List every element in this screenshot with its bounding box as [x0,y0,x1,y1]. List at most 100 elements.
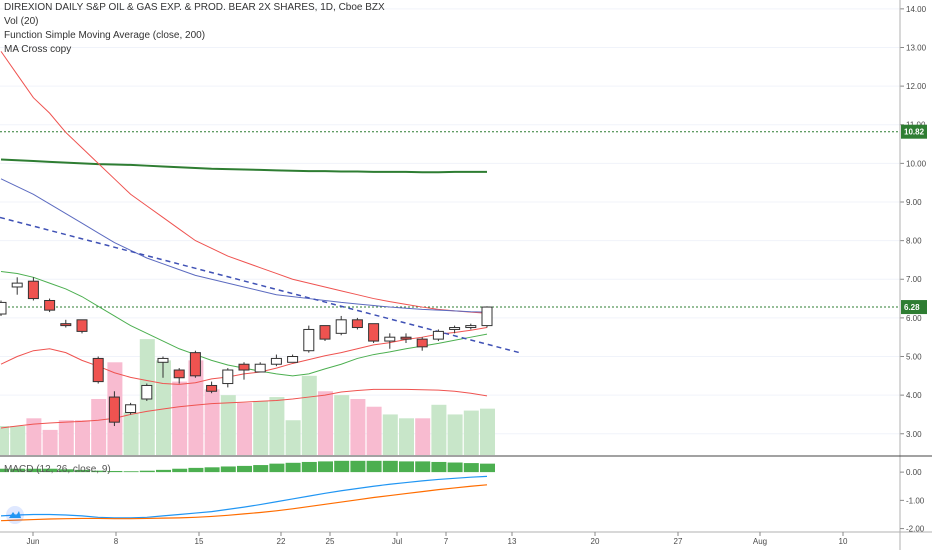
macd-histogram-bar [10,468,26,473]
time-tick-label: 8 [114,537,119,546]
candle-body [60,323,72,327]
volume-bar [123,412,139,455]
price-tick-label: 9.00 [906,198,922,207]
volume-bar [91,398,107,455]
macd-histogram-bar [26,468,42,473]
macd-histogram-bar [415,461,431,473]
price-level-badge [901,124,927,139]
macd-histogram-bar [123,471,139,473]
volume-bar [10,426,26,455]
macd-histogram-bar [334,460,350,473]
time-tick-label: 15 [195,537,204,546]
candle-body [335,319,347,334]
vol-indicator-label[interactable]: Vol (20) [4,16,39,27]
ma-cross-indicator-label[interactable]: MA Cross copy [4,44,72,55]
price-tick-label: 5.00 [906,353,922,362]
chart-legend: DIREXION DAILY S&P OIL & GAS EXP. & PROD… [4,1,385,57]
volume-bar [301,375,317,455]
candle-body [125,404,137,414]
macd-pane [0,460,495,522]
price-tick-label: 6.00 [906,314,922,323]
time-tick-label: 20 [591,537,600,546]
price-tick-label: 7.00 [906,275,922,284]
macd-histogram-bar [301,461,317,473]
candle-body [92,357,104,383]
price-level-badge [901,300,927,315]
candle-body [432,330,444,340]
tradingview-logo-icon[interactable] [6,506,24,524]
macd-histogram-bar [480,463,495,473]
time-tick-label: 10 [839,537,848,546]
volume-bar [415,418,431,455]
volume-bar [58,420,74,455]
candle-body [76,319,88,332]
volume-bar [42,429,58,455]
candle-body [303,328,315,352]
macd-histogram-bar [350,460,366,473]
macd-histogram-bar [156,469,171,473]
time-axis: Jun 8 15 22 25 Jul 7 13 20 27 Aug 10 [27,532,848,546]
macd-histogram-bar [220,466,236,473]
macd-line [0,475,488,519]
volume-bars [0,339,495,455]
macd-histogram-bar [447,462,463,473]
candle-body [319,325,331,340]
volume-bar [447,414,463,455]
candle-body [351,319,363,329]
time-tick-label: Jul [392,537,402,546]
macd-histogram-bar [285,462,301,473]
macd-histogram-bar [399,461,414,473]
macd-histogram-bar [139,470,155,473]
grid [0,8,900,435]
indicator-lines [0,51,900,429]
sma200-line [0,158,487,174]
time-tick-label: 22 [277,537,286,546]
candle-body [108,396,120,423]
price-tick-label: 14.00 [906,5,927,14]
macd-histogram-bar [75,469,90,473]
candle-body [384,336,396,342]
time-tick-label: 27 [674,537,683,546]
volume-bar [204,389,220,455]
symbol-title[interactable]: DIREXION DAILY S&P OIL & GAS EXP. & PROD… [4,2,385,13]
candle-body [0,301,7,315]
volume-bar [172,381,188,455]
macd-tick-label: -2.00 [906,525,925,534]
sma-indicator-label[interactable]: Function Simple Moving Average (close, 2… [4,30,206,41]
price-tick-label: 3.00 [906,430,922,439]
volume-bar [350,398,366,455]
volume-bar [480,408,495,455]
volume-bar [188,360,204,455]
macd-histogram-bar [91,470,107,473]
price-tick-label: 8.00 [906,237,922,246]
candle-body [11,282,23,288]
price-level-label: 6.28 [904,303,920,312]
macd-tick-label: 0.00 [906,468,922,477]
candle-body [254,363,266,373]
price-tick-label: 4.00 [906,391,922,400]
candle-body [270,357,282,365]
candle-body [368,323,380,342]
macd-histogram-bar [269,463,285,473]
macd-indicator-label[interactable]: MACD (12, 26, close, 9) [4,464,111,475]
volume-bar [237,402,252,455]
candle-body [481,306,493,327]
macd-histogram-bar [107,470,123,473]
volume-bar [285,420,301,455]
time-tick-label: Jun [27,537,40,546]
volume-bar [220,395,236,455]
candle-body [189,352,201,377]
candle-body [157,357,169,363]
macd-histogram-bar [382,460,398,473]
price-level-label: 10.82 [904,128,925,137]
ma-blue-line [0,178,488,313]
macd-histogram-bar [42,468,58,473]
macd-histogram-bar [58,469,74,473]
candle-body [238,363,250,371]
candle-body [449,327,461,330]
volume-bar [431,404,447,455]
volume-ma-line [0,388,488,429]
candle-body [416,338,428,348]
volume-bar [463,410,479,455]
